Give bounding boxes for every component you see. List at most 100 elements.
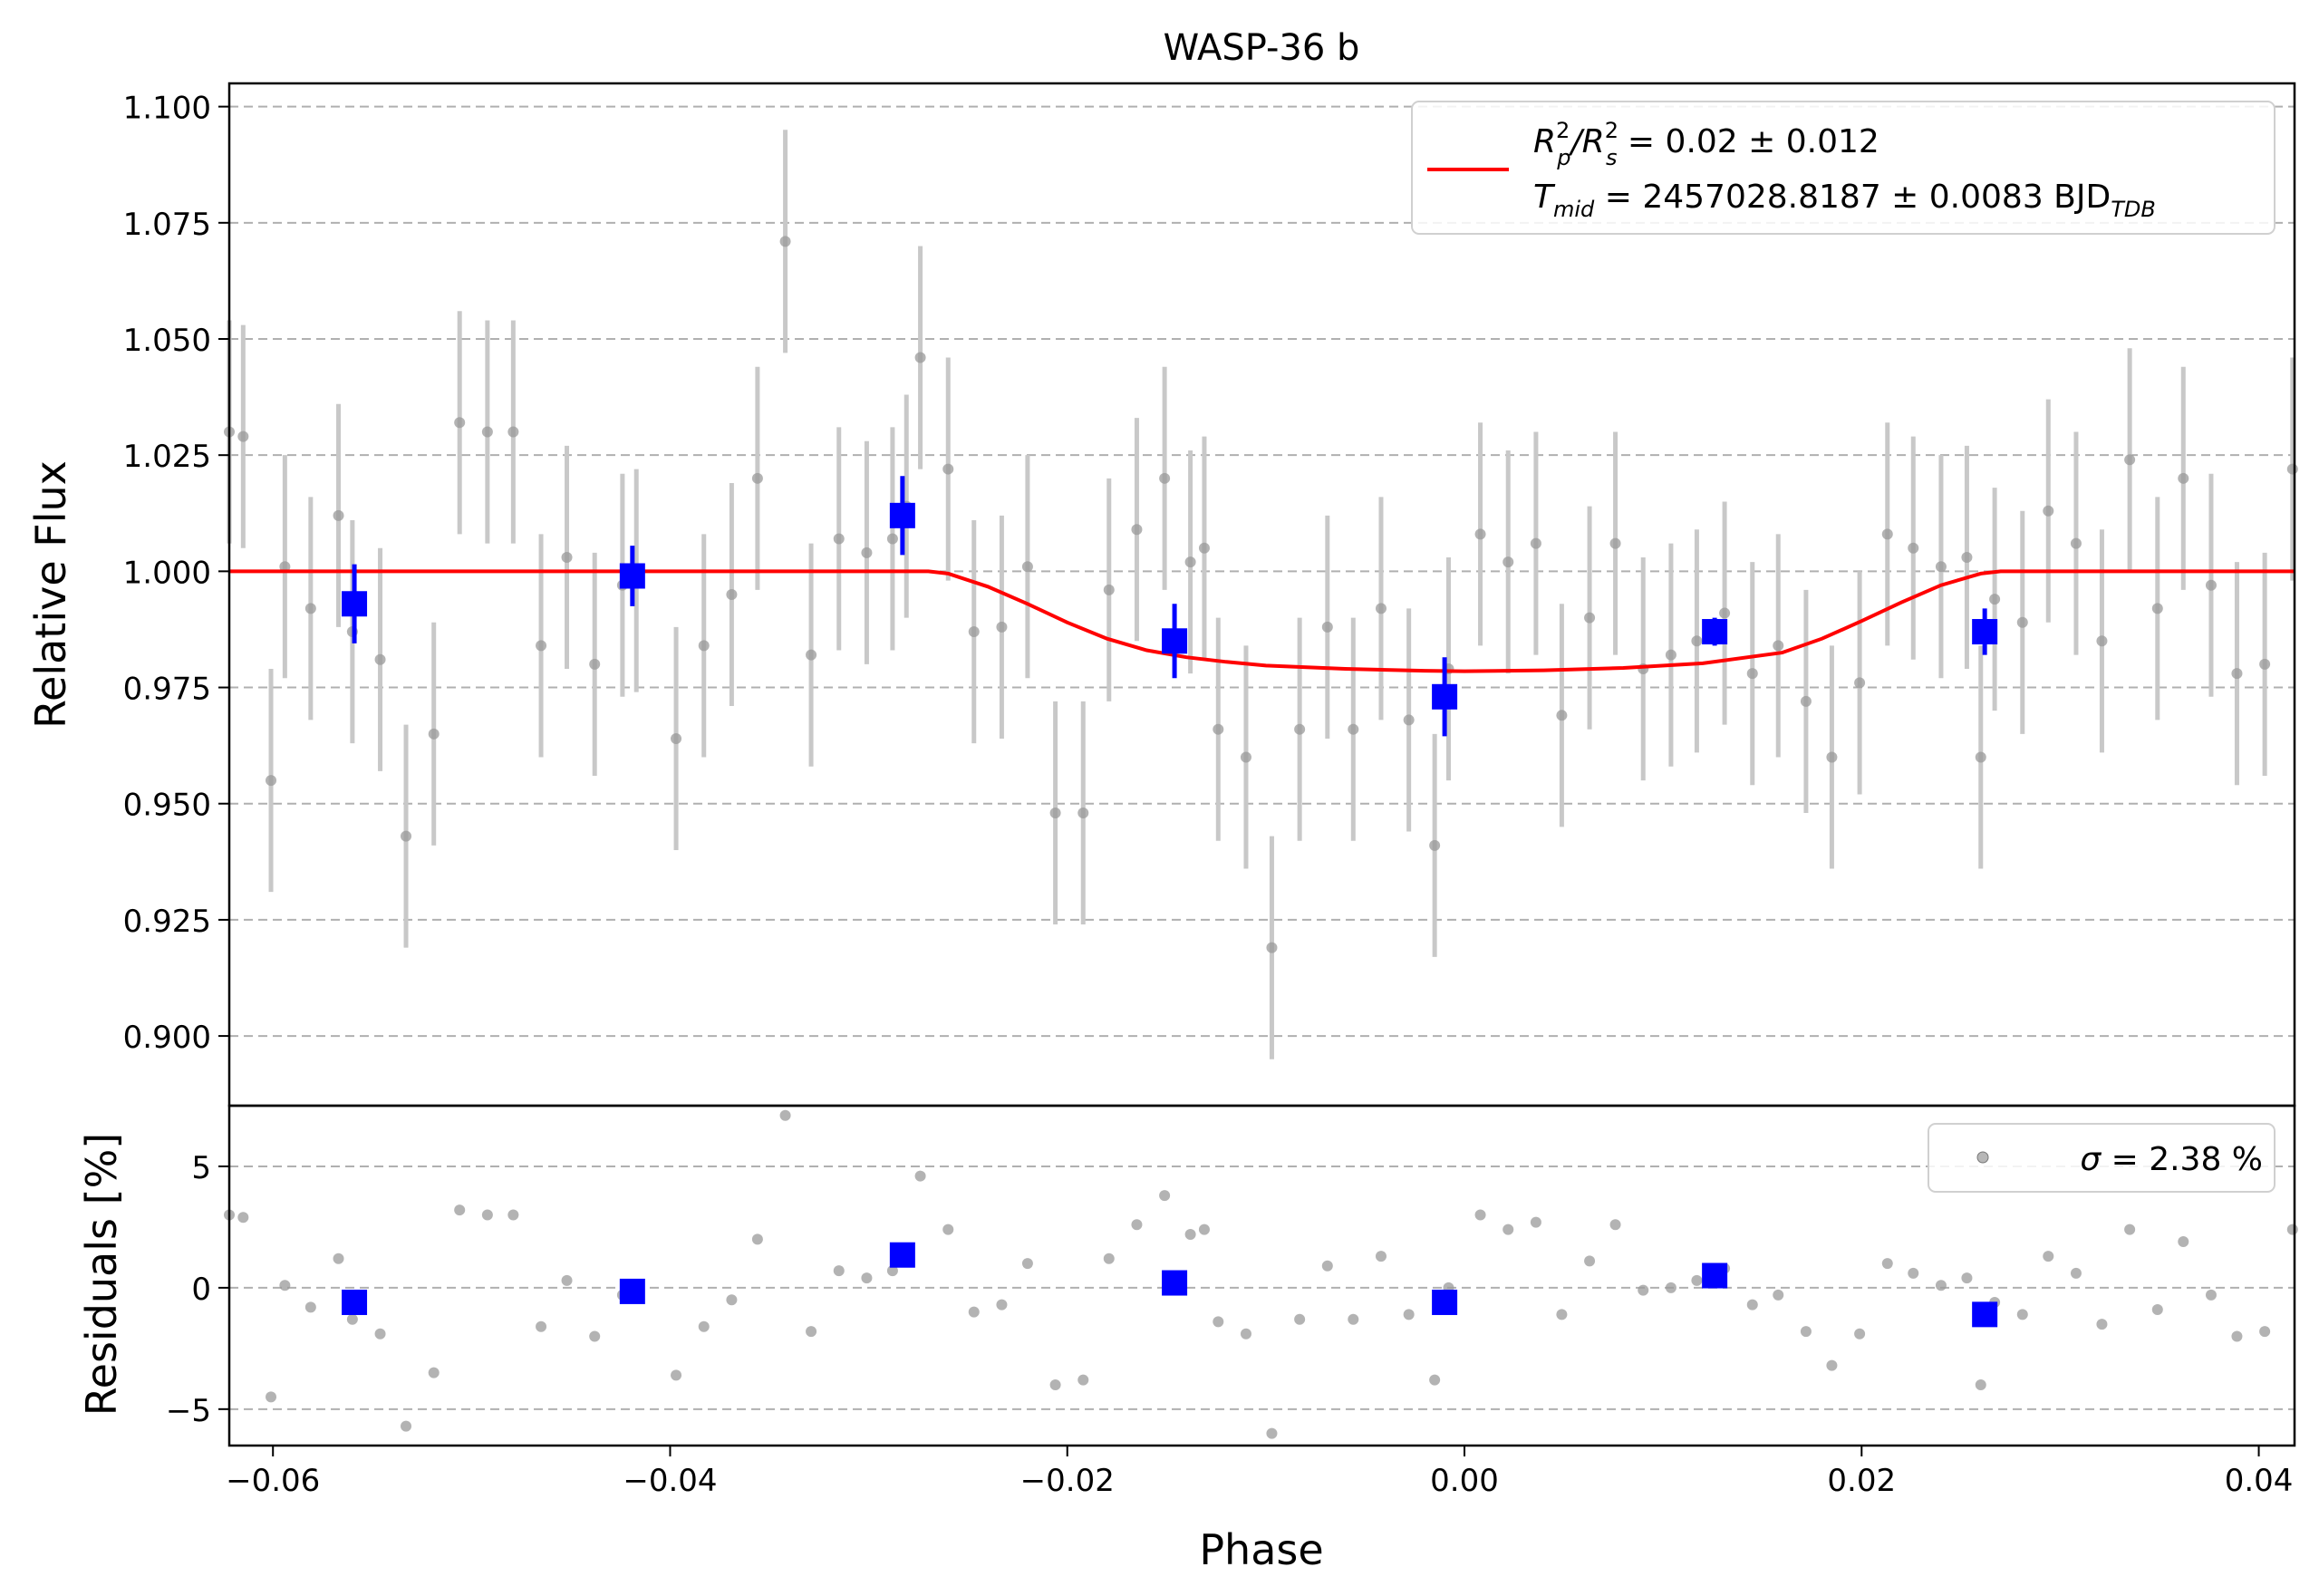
raw-point bbox=[1049, 807, 1061, 818]
residual-point bbox=[1184, 1228, 1196, 1240]
residual-binned-point bbox=[619, 1278, 645, 1304]
raw-point bbox=[481, 426, 493, 438]
residual-point bbox=[374, 1328, 386, 1340]
residual-point bbox=[2286, 1224, 2298, 1235]
raw-point bbox=[942, 463, 954, 475]
main-legend: R2 p/R2 s = 0.02 ± 0.012 Tmid = 2457028.81… bbox=[1411, 101, 2276, 235]
raw-point bbox=[1429, 839, 1441, 851]
residual-point bbox=[1294, 1313, 1306, 1325]
main-y-tick-label: 1.050 bbox=[123, 323, 211, 359]
raw-point bbox=[1321, 621, 1333, 633]
residual-point bbox=[1348, 1313, 1359, 1325]
residual-point bbox=[2070, 1267, 2082, 1279]
residual-point bbox=[698, 1320, 710, 1332]
raw-point bbox=[1989, 594, 2001, 605]
x-tick-label: 0.00 bbox=[1430, 1463, 1499, 1499]
residual-point bbox=[1665, 1282, 1676, 1293]
residual-point bbox=[1854, 1328, 1866, 1340]
residual-point bbox=[1691, 1274, 1703, 1286]
y-axis-label-residuals: Residuals [%] bbox=[77, 1133, 126, 1416]
residual-point bbox=[2151, 1304, 2163, 1315]
residual-point bbox=[1375, 1251, 1387, 1262]
residual-point bbox=[2205, 1289, 2217, 1301]
residual-point bbox=[1530, 1216, 1541, 1228]
raw-point bbox=[2096, 635, 2108, 647]
residual-point bbox=[2096, 1319, 2108, 1330]
residual-point bbox=[279, 1280, 291, 1291]
residual-point bbox=[2231, 1330, 2243, 1342]
raw-point bbox=[1556, 710, 1568, 721]
raw-point bbox=[1826, 751, 1838, 763]
residual-point bbox=[1077, 1374, 1089, 1386]
x-axis-label: Phase bbox=[1199, 1525, 1323, 1574]
residual-point bbox=[861, 1272, 873, 1284]
main-y-tick-label: 0.900 bbox=[123, 1020, 211, 1056]
residual-legend-box bbox=[1928, 1123, 2276, 1193]
raw-point bbox=[401, 830, 412, 842]
raw-point bbox=[237, 430, 249, 442]
raw-point bbox=[1584, 612, 1596, 624]
residual-point bbox=[751, 1233, 763, 1245]
residual-y-tick-label: 0 bbox=[191, 1272, 211, 1308]
raw-point bbox=[2151, 603, 2163, 614]
residual-point bbox=[2259, 1326, 2271, 1338]
residual-point bbox=[1131, 1219, 1143, 1231]
residual-point bbox=[1049, 1379, 1061, 1391]
raw-point bbox=[507, 426, 519, 438]
residual-point bbox=[2016, 1309, 2028, 1320]
residual-point bbox=[266, 1391, 277, 1403]
residual-binned-points bbox=[342, 1242, 1998, 1328]
residual-point bbox=[1935, 1280, 1947, 1291]
chart-title: WASP-36 b bbox=[1164, 27, 1360, 69]
residual-binned-point bbox=[1162, 1270, 1188, 1296]
residual-binned-point bbox=[342, 1289, 368, 1315]
raw-point bbox=[536, 640, 547, 652]
residual-point bbox=[833, 1265, 845, 1277]
residual-point bbox=[914, 1170, 926, 1182]
raw-point bbox=[1609, 537, 1621, 549]
residual-point bbox=[428, 1367, 440, 1378]
residual-point bbox=[1213, 1316, 1224, 1328]
residual-point bbox=[1826, 1359, 1838, 1371]
raw-point bbox=[1375, 603, 1387, 614]
raw-point bbox=[266, 775, 277, 787]
main-y-tick-label: 0.950 bbox=[123, 788, 211, 824]
raw-point bbox=[1131, 524, 1143, 536]
binned-point bbox=[1972, 619, 1998, 645]
residual-point bbox=[401, 1420, 412, 1432]
residual-point bbox=[1584, 1255, 1596, 1267]
binned-point bbox=[889, 502, 915, 528]
raw-point bbox=[806, 649, 817, 661]
binned-point bbox=[342, 591, 368, 617]
residual-point bbox=[304, 1301, 316, 1313]
raw-point bbox=[561, 551, 573, 563]
residual-binned-point bbox=[1432, 1289, 1458, 1315]
residual-gridlines bbox=[229, 1165, 2295, 1410]
raw-point bbox=[2231, 668, 2243, 680]
raw-point bbox=[1403, 714, 1415, 726]
binned-point bbox=[1432, 683, 1458, 710]
main-y-tick-label: 0.925 bbox=[123, 904, 211, 940]
raw-point bbox=[1240, 751, 1251, 763]
residual-point bbox=[346, 1313, 358, 1325]
residual-point bbox=[1103, 1253, 1115, 1264]
binned-points bbox=[342, 476, 1998, 737]
residual-point bbox=[237, 1212, 249, 1224]
residual-point bbox=[1800, 1326, 1812, 1338]
raw-point bbox=[2124, 454, 2136, 466]
model-line bbox=[229, 569, 2295, 673]
x-tick-label: −0.06 bbox=[226, 1463, 320, 1499]
raw-point bbox=[428, 728, 440, 740]
raw-point bbox=[1881, 528, 1893, 540]
raw-point bbox=[1935, 561, 1947, 573]
residual-point bbox=[1266, 1427, 1278, 1439]
raw-point bbox=[1159, 472, 1171, 484]
residual-point bbox=[589, 1330, 601, 1342]
residual-legend-marker bbox=[1976, 1151, 1989, 1164]
raw-point bbox=[698, 640, 710, 652]
raw-point bbox=[996, 621, 1008, 633]
residual-point bbox=[1975, 1379, 1986, 1391]
residual-binned-point bbox=[1972, 1301, 1998, 1328]
raw-points bbox=[224, 236, 2298, 953]
residual-axes-frame bbox=[227, 1104, 2296, 1447]
